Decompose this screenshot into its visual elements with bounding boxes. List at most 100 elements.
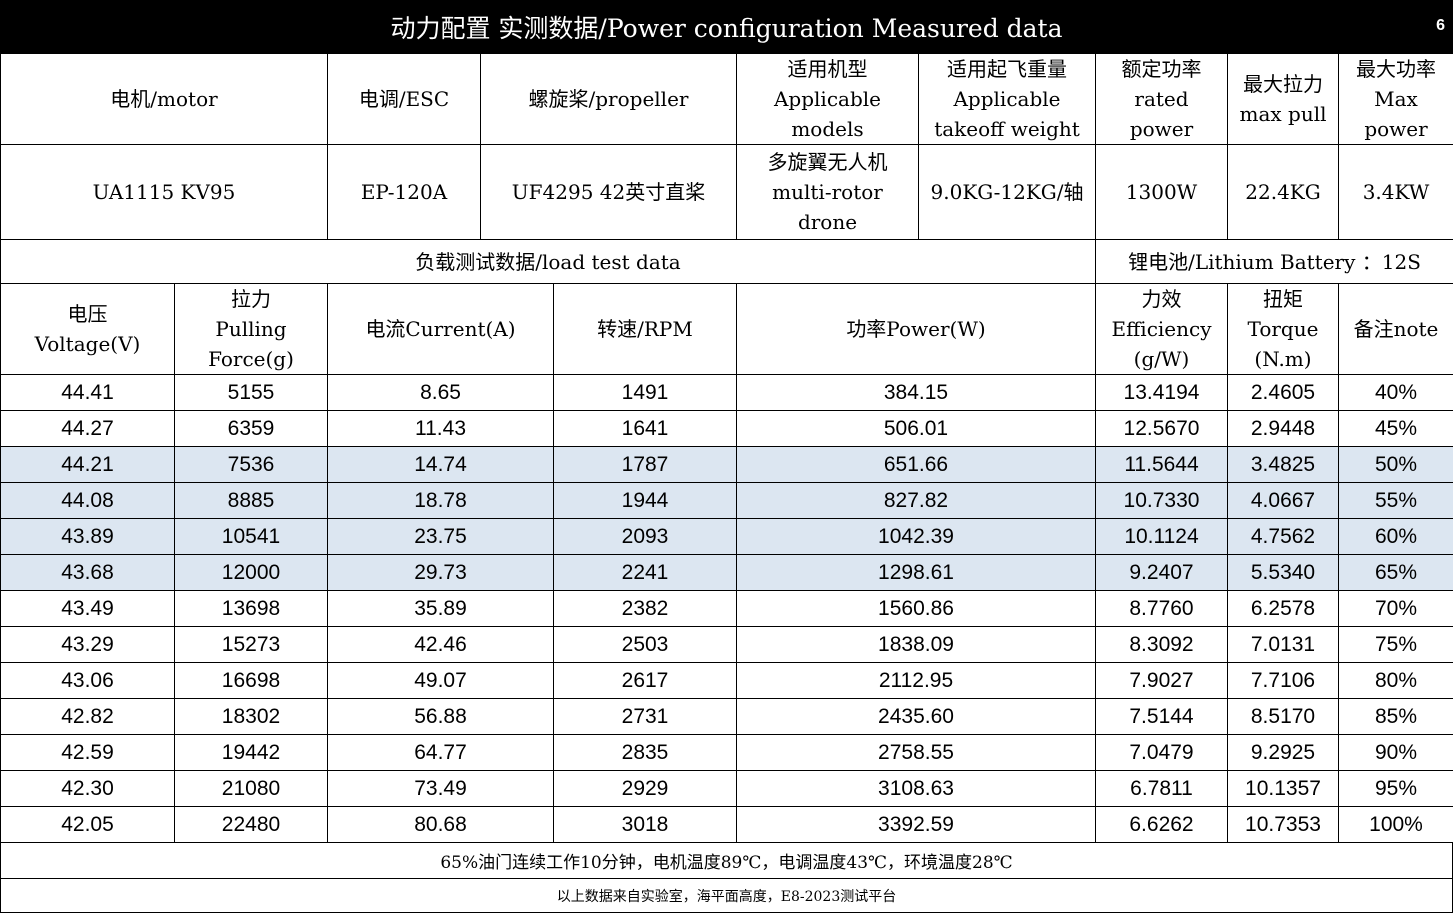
spec-value-cell: 多旋翼无人机 multi-rotor drone <box>736 144 919 240</box>
cell-line: 9.0KG-12KG/轴 <box>930 180 1084 204</box>
title-bar: 动力配置 实测数据/Power configuration Measured d… <box>0 0 1453 53</box>
table-cell: 8.3092 <box>1095 626 1228 663</box>
cell-line: Torque <box>1247 317 1319 341</box>
table-cell: 43.89 <box>0 518 175 555</box>
table-cell: 43.06 <box>0 662 175 699</box>
data-header-cell: 电压 Voltage(V) <box>0 283 175 375</box>
table-cell: 9.2925 <box>1227 734 1339 771</box>
table-cell: 55% <box>1338 482 1453 519</box>
table-cell: 75% <box>1338 626 1453 663</box>
table-cell: 95% <box>1338 770 1453 807</box>
table-cell: 2.4605 <box>1227 374 1339 411</box>
cell-line: drone <box>797 210 858 234</box>
cell-line: Applicable <box>953 87 1061 111</box>
cell-line: UF4295 42英寸直桨 <box>511 180 706 204</box>
data-header-cell: 电流Current(A) <box>327 283 554 375</box>
table-cell: 73.49 <box>327 770 554 807</box>
table-cell: 42.82 <box>0 698 175 735</box>
cell-line: Efficiency <box>1111 317 1212 341</box>
data-header-cell: 备注note <box>1338 283 1453 375</box>
table-cell: 384.15 <box>736 374 1096 411</box>
cell-line: (g/W) <box>1133 347 1190 371</box>
table-cell: 43.68 <box>0 554 175 591</box>
table-cell: 10.1124 <box>1095 518 1228 555</box>
page-title: 动力配置 实测数据/Power configuration Measured d… <box>390 14 1063 43</box>
cell-line: 电流Current(A) <box>365 317 516 341</box>
cell-line: 拉力 <box>231 287 271 311</box>
table-cell: 10.7353 <box>1227 806 1339 843</box>
table-cell: 651.66 <box>736 446 1096 483</box>
cell-line: Applicable <box>773 87 881 111</box>
cell-line: multi-rotor <box>772 180 883 204</box>
table-cell: 6.7811 <box>1095 770 1228 807</box>
table-cell: 6.6262 <box>1095 806 1228 843</box>
table-cell: 100% <box>1338 806 1453 843</box>
table-cell: 2731 <box>553 698 737 735</box>
test-condition-note: 65%油门连续工作10分钟，电机温度89℃，电调温度43℃，环境温度28℃ <box>0 842 1453 879</box>
cell-line: Voltage(V) <box>34 332 141 356</box>
table-cell: 8885 <box>174 482 328 519</box>
cell-line: 扭矩 <box>1263 287 1303 311</box>
table-cell: 12000 <box>174 554 328 591</box>
cell-line: 力效 <box>1141 287 1182 311</box>
table-cell: 13698 <box>174 590 328 627</box>
table-cell: 18302 <box>174 698 328 735</box>
table-cell: 5155 <box>174 374 328 411</box>
cell-line: 电调/ESC <box>358 87 450 111</box>
table-cell: 56.88 <box>327 698 554 735</box>
spec-header-cell: 适用起飞重量 Applicable takeoff weight <box>918 53 1096 145</box>
cell-line: 螺旋桨/propeller <box>528 87 689 111</box>
table-cell: 23.75 <box>327 518 554 555</box>
load-test-label: 负载测试数据/load test data <box>0 239 1096 284</box>
table-cell: 13.4194 <box>1095 374 1228 411</box>
table-cell: 1491 <box>553 374 737 411</box>
table-cell: 2435.60 <box>736 698 1096 735</box>
table-cell: 15273 <box>174 626 328 663</box>
table-cell: 44.27 <box>0 410 175 447</box>
table-cell: 2929 <box>553 770 737 807</box>
table-cell: 42.59 <box>0 734 175 771</box>
table-cell: 2758.55 <box>736 734 1096 771</box>
cell-line: (N.m) <box>1254 347 1312 371</box>
data-header-row: 电压 Voltage(V) 拉力 Pulling Force(g) 电流Current… <box>0 283 1453 375</box>
table-row: 44.27 6359 11.43 1641 506.01 12.5670 2.9448 45% <box>0 410 1453 447</box>
table-row: 43.29 15273 42.46 2503 1838.09 8.3092 7.0131 75… <box>0 626 1453 663</box>
table-cell: 1787 <box>553 446 737 483</box>
table-cell: 22480 <box>174 806 328 843</box>
table-cell: 60% <box>1338 518 1453 555</box>
table-cell: 3018 <box>553 806 737 843</box>
spec-header-cell: 螺旋桨/propeller <box>480 53 737 145</box>
cell-line: 额定功率 <box>1121 57 1202 81</box>
table-cell: 65% <box>1338 554 1453 591</box>
table-row: 44.41 5155 8.65 1491 384.15 13.4194 2.4605 40% <box>0 374 1453 411</box>
table-cell: 8.7760 <box>1095 590 1228 627</box>
section-label-row: 负载测试数据/load test data 锂电池/Lithium Batter… <box>0 239 1453 284</box>
table-cell: 16698 <box>174 662 328 699</box>
table-cell: 44.08 <box>0 482 175 519</box>
cell-line: 多旋翼无人机 <box>767 150 888 174</box>
table-cell: 8.5170 <box>1227 698 1339 735</box>
spec-header-cell: 最大功率 Max power <box>1338 53 1453 145</box>
data-header-cell: 力效 Efficiency (g/W) <box>1095 283 1228 375</box>
data-header-cell: 拉力 Pulling Force(g) <box>174 283 328 375</box>
table-row: 42.30 21080 73.49 2929 3108.63 6.7811 10.1357 9… <box>0 770 1453 807</box>
table-cell: 35.89 <box>327 590 554 627</box>
table-cell: 6359 <box>174 410 328 447</box>
cell-line: UA1115 KV95 <box>92 180 236 204</box>
table-cell: 2241 <box>553 554 737 591</box>
spec-value-cell: UA1115 KV95 <box>0 144 328 240</box>
cell-line: EP-120A <box>360 180 448 204</box>
table-cell: 42.46 <box>327 626 554 663</box>
table-cell: 2382 <box>553 590 737 627</box>
table-cell: 1944 <box>553 482 737 519</box>
table-cell: 2112.95 <box>736 662 1096 699</box>
table-cell: 11.43 <box>327 410 554 447</box>
table-cell: 50% <box>1338 446 1453 483</box>
table-cell: 1042.39 <box>736 518 1096 555</box>
table-row: 44.08 8885 18.78 1944 827.82 10.7330 4.0667 55% <box>0 482 1453 519</box>
cell-line: rated <box>1134 87 1189 111</box>
cell-line: 备注note <box>1353 317 1439 341</box>
spec-header-row: 电机/motor 电调/ESC 螺旋桨/propeller 适用机型 Applic… <box>0 53 1453 145</box>
cell-line: 适用起飞重量 <box>947 57 1067 81</box>
table-cell: 10541 <box>174 518 328 555</box>
